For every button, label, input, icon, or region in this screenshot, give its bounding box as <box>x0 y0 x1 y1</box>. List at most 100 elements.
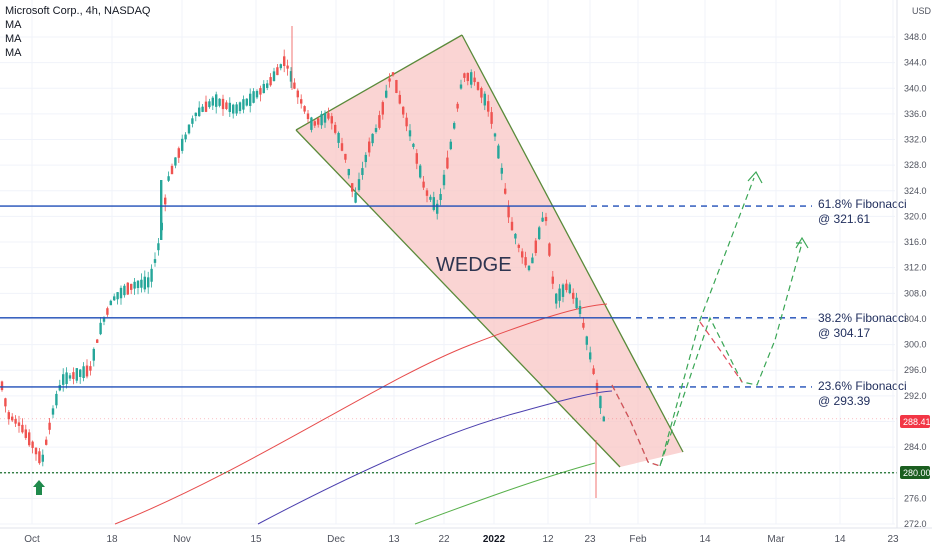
candle-body <box>82 366 85 378</box>
price-axis[interactable]: 272.0276.0280.0284.0288.0292.0296.0300.0… <box>896 0 927 529</box>
candle-body <box>238 102 242 112</box>
candle-body <box>119 287 123 299</box>
candle-body <box>524 257 527 266</box>
candle-body <box>269 77 272 86</box>
price-tick-label: 276.0 <box>904 493 927 503</box>
price-tick-label: 340.0 <box>904 83 927 93</box>
candle-body <box>225 102 228 109</box>
candle-body <box>0 381 4 391</box>
candle-body <box>293 82 296 89</box>
candle-body <box>252 91 255 103</box>
time-tick-label: 23 <box>887 534 899 545</box>
candle-body <box>453 123 456 129</box>
candle-body <box>419 165 422 178</box>
candle-body <box>575 297 578 309</box>
price-tick-label: 312.0 <box>904 263 927 273</box>
candle-body <box>276 67 279 76</box>
wedge-upper-trendline[interactable] <box>461 34 684 453</box>
candle-body <box>21 424 24 433</box>
candle-body <box>194 112 197 117</box>
candle-body <box>459 84 463 89</box>
candle-body <box>113 296 116 301</box>
candle-body <box>490 112 493 124</box>
candle-body <box>439 194 442 200</box>
candle-body <box>170 165 174 175</box>
wedge-label: WEDGE <box>436 254 512 276</box>
ma-green-line <box>414 462 596 525</box>
candlesticks <box>0 26 605 498</box>
candle-body <box>55 393 58 406</box>
candle-body <box>245 98 248 106</box>
ma-indicator-3[interactable]: MA <box>5 47 22 59</box>
time-tick-label: 18 <box>106 534 118 545</box>
arrowhead-2 <box>795 236 809 249</box>
symbol-title[interactable]: Microsoft Corp., 4h, NASDAQ <box>5 5 151 17</box>
candle-body <box>232 104 235 114</box>
candle-body <box>102 318 106 322</box>
candle-body <box>507 205 510 218</box>
arrowhead-1 <box>747 170 763 184</box>
candle-body <box>143 276 146 290</box>
candle-body <box>391 72 395 76</box>
candle-body <box>215 94 218 107</box>
price-tick-label: 320.0 <box>904 211 927 221</box>
candle-body <box>531 257 534 264</box>
candle-body <box>201 106 204 112</box>
candle-body <box>456 103 459 109</box>
fib-382-label-line1: 38.2% Fibonacci <box>818 311 907 325</box>
candle-body <box>157 243 160 251</box>
ma-blue-line <box>257 390 613 525</box>
candle-body <box>164 197 167 205</box>
candle-body <box>259 88 262 95</box>
wedge-pattern[interactable] <box>296 35 683 467</box>
candle-body <box>116 292 119 300</box>
candle-body <box>470 72 473 85</box>
candle-body <box>167 176 170 181</box>
candle-body <box>582 322 585 328</box>
candle-body <box>323 112 327 123</box>
candle-body <box>303 106 306 112</box>
time-tick-label: 15 <box>250 534 262 545</box>
candle-body <box>422 181 425 188</box>
candle-body <box>242 99 245 110</box>
candle-body <box>31 441 34 448</box>
candle-body <box>75 368 78 381</box>
time-axis[interactable]: Oct 18 Nov 15 Dec 13 22 2022 12 23 Feb 14 Mar 14 23 <box>0 527 932 545</box>
candle-body <box>473 77 476 83</box>
price-tick-label: 292.0 <box>904 391 927 401</box>
candle-body <box>306 113 310 120</box>
candle-body <box>357 179 361 191</box>
ma-indicator-1[interactable]: MA <box>5 19 22 31</box>
candle-body <box>289 71 293 82</box>
projection-path-red-1 <box>611 384 661 467</box>
ma-indicator-2[interactable]: MA <box>5 33 22 45</box>
candle-body <box>374 128 378 132</box>
candle-body <box>313 121 316 126</box>
candle-body <box>463 73 466 78</box>
candle-body <box>476 82 480 90</box>
candle-body <box>446 157 449 169</box>
price-tick-label: 348.0 <box>904 32 927 42</box>
time-tick-label: Dec <box>327 534 345 545</box>
candle-body <box>347 169 350 176</box>
wedge-lower-trendline[interactable] <box>295 129 621 468</box>
price-tick-label: 324.0 <box>904 186 927 196</box>
price-tick-label: 272.0 <box>904 519 927 529</box>
candle-body <box>548 243 551 256</box>
candle-body <box>96 339 99 343</box>
candle-body <box>184 134 187 140</box>
candle-body <box>395 80 398 93</box>
fib-618-label-line2: @ 321.61 <box>818 212 871 226</box>
candle-body <box>79 369 82 377</box>
candle-body <box>286 65 289 69</box>
candle-body <box>354 192 357 203</box>
candle-body <box>228 102 231 112</box>
candle-body <box>24 429 27 438</box>
price-tick-label: 296.0 <box>904 365 927 375</box>
candle-body <box>92 348 95 361</box>
time-tick-label: 13 <box>388 534 400 545</box>
candle-body <box>99 322 102 335</box>
candle-body <box>85 365 89 377</box>
price-tick-label: 308.0 <box>904 288 927 298</box>
